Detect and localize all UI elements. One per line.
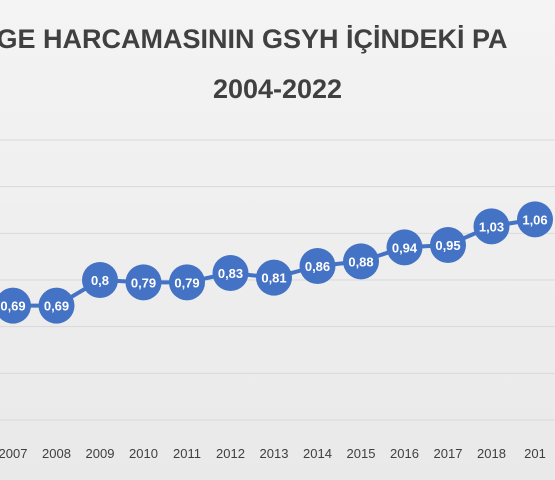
data-point: [0, 287, 31, 324]
data-point: [212, 255, 249, 291]
x-tick-label: 201: [524, 446, 546, 461]
data-point: [38, 287, 75, 324]
x-tick-label: 2016: [390, 446, 419, 461]
data-label: 0,79: [174, 275, 199, 290]
x-tick-label: 2012: [216, 446, 245, 461]
x-tick-label: 2014: [303, 446, 332, 461]
data-point: [169, 264, 205, 301]
data-label: 0,94: [392, 240, 418, 255]
data-label: 0,86: [305, 259, 330, 274]
x-tick-label: 2011: [173, 446, 201, 461]
x-tick-label: 2010: [129, 446, 158, 461]
data-label: 0,79: [131, 275, 156, 290]
chart-title-line1: -GE HARCAMASININ GSYH İÇİNDEKİ PA: [0, 24, 508, 54]
chart-title-line2: 2004-2022: [212, 74, 343, 104]
data-point: [299, 248, 336, 284]
data-label: 0,81: [261, 271, 286, 286]
data-point: [125, 264, 162, 301]
data-label: 0,8: [91, 273, 109, 288]
x-tick-label: 2017: [434, 446, 463, 461]
data-point: [343, 243, 379, 280]
x-tick-label: 2018: [477, 446, 506, 461]
data-point: [473, 208, 510, 245]
data-point: [256, 259, 292, 296]
data-label: 0,83: [218, 266, 243, 281]
data-label: 1,06: [522, 212, 547, 227]
data-label: 0,69: [0, 299, 25, 314]
data-point: [517, 201, 553, 238]
data-point: [386, 229, 423, 266]
data-label: 0,95: [435, 238, 460, 253]
data-label: 1,03: [479, 219, 504, 234]
x-tick-label: 2007: [0, 446, 27, 461]
x-tick-label: 2015: [347, 446, 376, 461]
x-tick-label: 2008: [42, 446, 71, 461]
x-tick-label: 2009: [86, 446, 115, 461]
data-label: 0,88: [348, 254, 373, 269]
x-tick-label: 2013: [260, 446, 289, 461]
data-point: [82, 262, 118, 298]
data-point: [430, 227, 466, 263]
data-label: 0,69: [44, 299, 69, 314]
